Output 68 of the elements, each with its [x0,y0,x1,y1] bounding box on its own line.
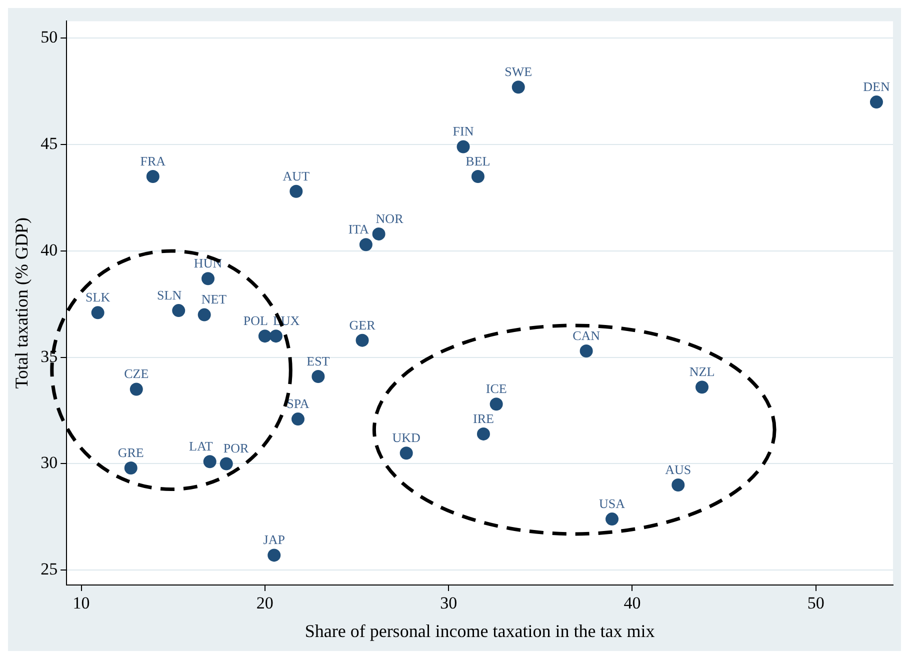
x-axis-title: Share of personal income taxation in the tax mix [304,620,655,641]
point [91,306,104,320]
y-tick-label: 25 [40,560,58,579]
x-tick-label: 20 [256,594,274,613]
point [580,344,593,358]
annotation: AUS [665,462,692,477]
annotation: ICE [486,381,507,396]
annotation: SLN [157,287,182,302]
point [356,334,369,347]
annotation: POL [243,313,268,328]
y-axis-title: Total taxation (% GDP) [12,217,32,389]
point [400,446,413,460]
point [146,170,160,184]
annotation: NOR [376,210,404,226]
annotation: ITA [348,222,370,237]
annotation: SWE [504,64,532,80]
point [172,304,186,318]
annotation: FIN [452,124,474,139]
point [130,382,143,396]
x-tick-label: 50 [807,594,824,613]
point [269,330,282,343]
point [203,455,216,468]
annotation: POR [223,440,249,456]
point [476,427,490,440]
annotation: DEN [863,78,890,94]
annotation: FRA [140,153,166,168]
point [312,370,325,383]
annotation: EST [306,353,330,368]
y-tick-label: 40 [40,240,58,260]
point [198,308,211,322]
point [202,272,215,286]
point [490,398,503,411]
point [372,227,386,240]
point [268,548,281,562]
annotation: SPA [286,396,310,411]
point [359,238,372,252]
annotation: USA [599,496,626,511]
point [291,412,304,426]
annotation: LAT [189,438,213,454]
annotation: NZL [689,364,715,380]
point [290,184,303,198]
annotation: GRE [118,444,144,460]
annotation: IRE [472,410,494,426]
annotation: CZE [124,366,149,382]
annotation: GER [349,317,376,332]
point [124,461,138,474]
point [471,170,484,184]
y-tick-label: 50 [40,28,58,47]
point [672,478,685,492]
point [512,80,525,94]
annotation: CAN [572,328,601,343]
x-tick-label: 40 [624,594,641,613]
x-tick-label: 30 [440,594,458,613]
point [456,140,470,154]
annotation: UKD [392,430,420,446]
point [220,457,233,470]
y-tick-label: 45 [40,134,58,154]
annotation: AUT [282,168,310,184]
point [870,96,883,109]
annotation: NET [201,292,227,307]
x-tick-label: 10 [72,594,90,613]
point [258,330,272,343]
point [696,380,709,394]
point [606,512,619,526]
annotation: SLK [86,290,111,305]
annotation: JAP [263,532,285,548]
y-tick-label: 30 [40,453,58,472]
annotation: BEL [466,153,490,168]
